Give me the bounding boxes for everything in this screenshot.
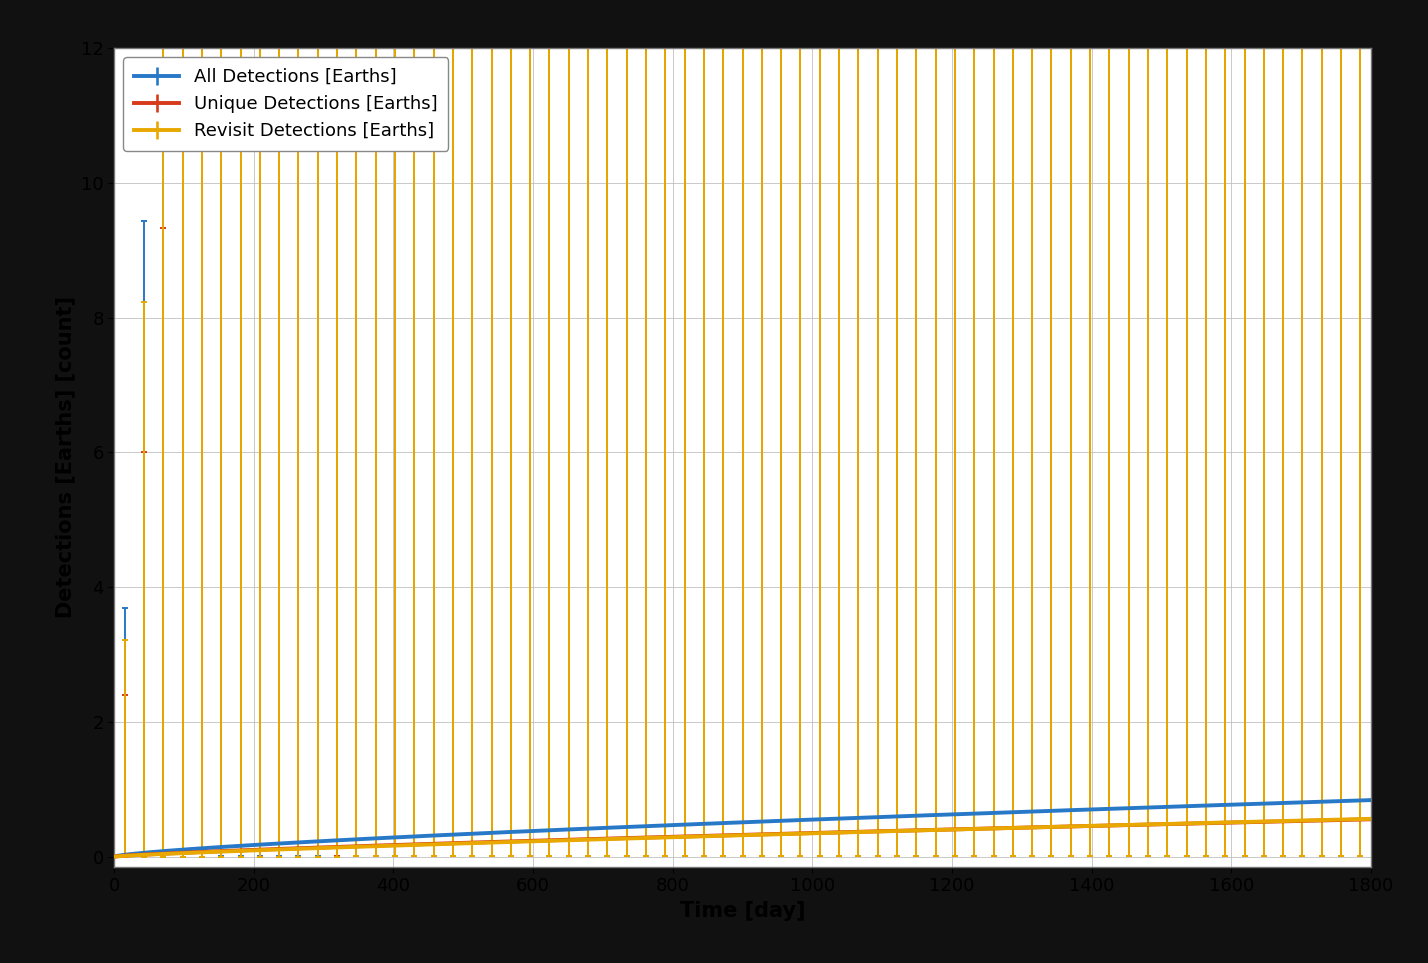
Legend: All Detections [Earths], Unique Detections [Earths], Revisit Detections [Earths]: All Detections [Earths], Unique Detectio… bbox=[123, 57, 448, 151]
X-axis label: Time [day]: Time [day] bbox=[680, 900, 805, 921]
Y-axis label: Detections [Earths] [count]: Detections [Earths] [count] bbox=[56, 297, 76, 618]
